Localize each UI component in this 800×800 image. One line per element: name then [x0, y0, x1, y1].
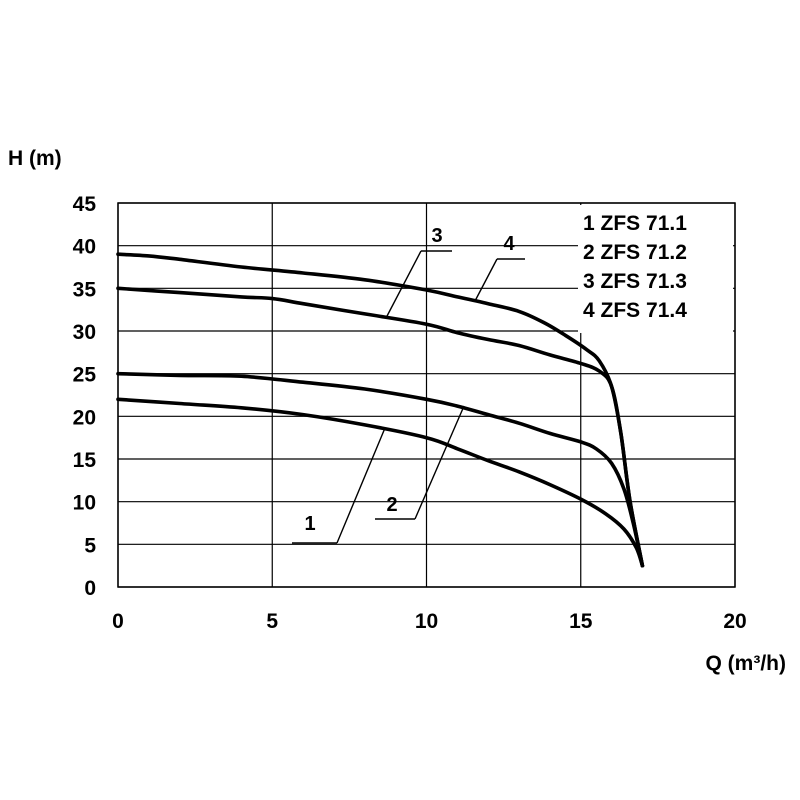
y-tick-label: 30 — [73, 321, 96, 344]
series-line-1 — [116, 397, 645, 568]
y-axis-title: H (m) — [8, 147, 62, 170]
legend-entry-2: 2 ZFS 71.2 — [583, 241, 687, 264]
y-tick-label: 20 — [73, 406, 96, 429]
series-callouts: 1 2 3 4 — [292, 225, 525, 544]
legend: 1 ZFS 71.1 2 ZFS 71.2 3 ZFS 71.3 4 ZFS 71.4 — [578, 205, 733, 333]
x-tick-label: 5 — [266, 610, 278, 633]
series-line-2 — [116, 371, 645, 568]
tick-labels: 0 5 10 15 20 25 30 35 40 45 0 5 10 15 20 — [73, 193, 747, 633]
callout-leader-3 — [385, 250, 422, 319]
x-axis-title: Q (m³/h) — [706, 652, 786, 675]
y-tick-label: 40 — [73, 236, 96, 259]
callout-leader-4 — [474, 258, 498, 302]
y-tick-label: 35 — [73, 278, 97, 301]
callout-leader-2 — [414, 405, 465, 520]
callout-label-2: 2 — [386, 494, 397, 516]
y-tick-label: 45 — [73, 193, 97, 216]
y-tick-label: 5 — [84, 534, 96, 557]
x-tick-label: 10 — [415, 610, 438, 633]
callout-leader-1 — [336, 427, 386, 544]
callout-label-3: 3 — [431, 225, 442, 247]
legend-entry-1: 1 ZFS 71.1 — [583, 212, 687, 235]
callout-label-4: 4 — [503, 233, 515, 255]
legend-entry-3: 3 ZFS 71.3 — [583, 270, 687, 293]
series-lines — [116, 252, 645, 568]
y-tick-label: 25 — [73, 364, 97, 387]
y-tick-label: 0 — [84, 577, 96, 600]
legend-entry-4: 4 ZFS 71.4 — [583, 299, 687, 322]
x-tick-label: 20 — [723, 610, 746, 633]
callout-label-1: 1 — [304, 513, 315, 535]
x-tick-label: 0 — [112, 610, 124, 633]
y-tick-label: 10 — [73, 492, 96, 515]
series-line-4 — [116, 252, 645, 568]
y-tick-label: 15 — [73, 449, 97, 472]
plot-frame — [117, 202, 736, 588]
legend-box — [578, 205, 733, 333]
x-tick-label: 15 — [569, 610, 593, 633]
